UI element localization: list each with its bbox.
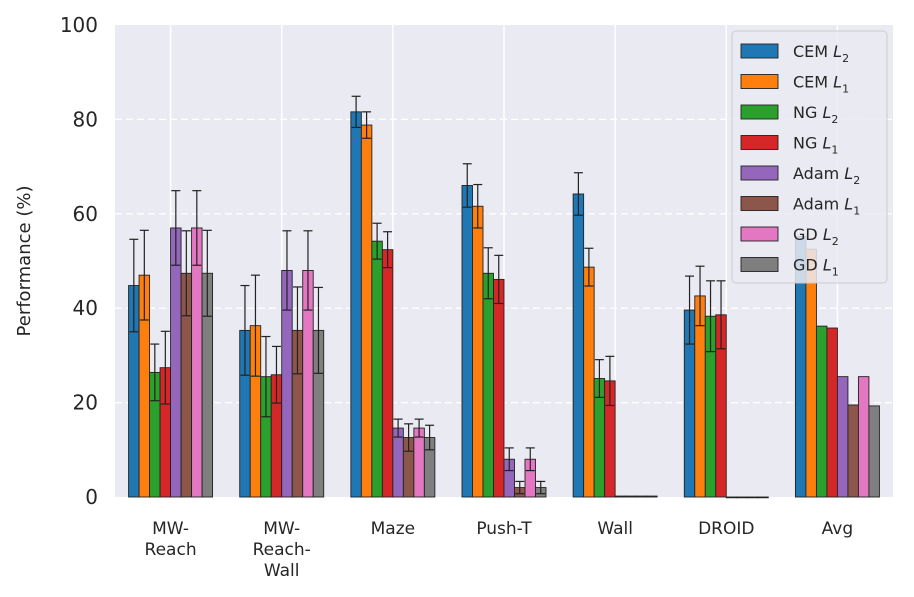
x-tick-label: DROID <box>698 519 754 539</box>
legend-swatch <box>740 43 779 59</box>
legend-swatch <box>740 165 779 181</box>
y-tick-label: 60 <box>73 202 98 226</box>
y-tick-label: 100 <box>60 13 98 37</box>
x-tick-label: Push-T <box>476 519 532 539</box>
y-tick-label: 40 <box>73 296 98 320</box>
bar <box>746 496 759 499</box>
x-tick-label: MW-Reach-Wall <box>253 519 311 581</box>
bar <box>805 248 817 498</box>
legend-entry: Adam L2 <box>793 164 860 187</box>
bar <box>392 427 404 498</box>
legend-entry: CEM L1 <box>793 73 849 96</box>
bar <box>360 124 373 498</box>
legend-entry: NG L2 <box>793 103 838 126</box>
bar <box>868 405 880 498</box>
x-ticks: MW-Reach MW-Reach-Wall Maze Push-T Wall DROID… <box>145 519 854 581</box>
legend-entry: NG L1 <box>793 134 838 157</box>
y-tick-label: 20 <box>73 391 98 415</box>
bar <box>725 496 738 499</box>
bar <box>413 427 425 498</box>
legend-entry: Adam L1 <box>793 195 860 218</box>
legend-entry: GD L2 <box>793 225 839 248</box>
bar <box>635 495 648 498</box>
y-axis-label: Performance (%) <box>14 186 35 337</box>
legend-swatch <box>740 74 779 89</box>
bar <box>493 278 505 498</box>
bar <box>836 376 849 498</box>
legend-swatch <box>740 135 779 150</box>
legend: CEM L2 CEM L1 NG L2 NG L1 Adam L2 Adam L1 GD L… <box>731 30 888 284</box>
bar <box>381 249 394 498</box>
legend-swatch <box>740 257 779 272</box>
y-ticks: 0 20 40 60 80 100 <box>60 13 98 509</box>
bar <box>826 327 838 498</box>
bar <box>461 185 473 498</box>
bar <box>857 376 870 498</box>
error-bars <box>129 95 726 495</box>
bar <box>472 205 484 498</box>
bar <box>191 227 203 498</box>
x-tick-label: Avg <box>822 519 854 539</box>
bar <box>482 272 494 498</box>
legend-box <box>731 30 888 284</box>
bar <box>757 496 769 499</box>
bar <box>350 111 362 498</box>
bar <box>625 495 637 498</box>
bar <box>170 227 182 498</box>
x-tick-label: Wall <box>597 519 633 539</box>
bar <box>646 495 658 498</box>
bar <box>736 496 748 499</box>
legend-swatch <box>740 104 779 120</box>
bar <box>614 495 627 498</box>
bar <box>572 193 585 498</box>
legend-swatch <box>740 196 779 211</box>
bars <box>128 111 880 499</box>
legend-swatch <box>740 226 779 242</box>
bar <box>815 325 828 498</box>
x-tick-label: MW-Reach <box>145 519 197 560</box>
y-tick-label: 80 <box>73 107 98 131</box>
bar <box>583 266 595 498</box>
x-tick-label: Maze <box>371 519 415 539</box>
y-tick-label: 0 <box>85 485 98 509</box>
bar <box>371 240 383 498</box>
legend-entry: GD L1 <box>793 256 839 279</box>
bar <box>847 404 859 498</box>
legend-entry: CEM L2 <box>793 42 849 65</box>
